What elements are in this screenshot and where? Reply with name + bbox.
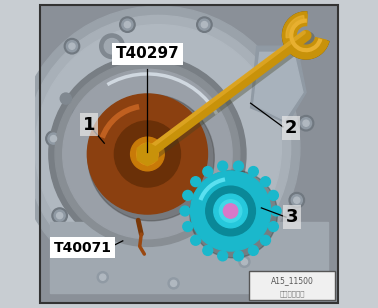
Circle shape <box>35 25 281 271</box>
Circle shape <box>197 17 212 32</box>
Circle shape <box>63 69 232 239</box>
Circle shape <box>166 276 181 291</box>
Circle shape <box>270 50 281 61</box>
Circle shape <box>60 93 71 104</box>
Circle shape <box>95 270 110 285</box>
Circle shape <box>168 278 179 289</box>
Circle shape <box>191 171 271 251</box>
Text: T40071: T40071 <box>54 241 112 255</box>
Circle shape <box>54 210 65 221</box>
Polygon shape <box>285 14 327 56</box>
Circle shape <box>203 245 213 255</box>
Circle shape <box>17 6 300 290</box>
Circle shape <box>97 272 108 283</box>
Text: 3: 3 <box>286 208 298 226</box>
FancyBboxPatch shape <box>249 271 335 300</box>
Circle shape <box>73 108 84 120</box>
Circle shape <box>180 206 190 216</box>
Circle shape <box>214 194 247 228</box>
Circle shape <box>55 62 240 246</box>
Circle shape <box>69 43 75 49</box>
Polygon shape <box>137 142 158 166</box>
Circle shape <box>131 137 164 171</box>
Circle shape <box>183 190 193 200</box>
Circle shape <box>223 204 238 218</box>
Circle shape <box>191 235 201 245</box>
Circle shape <box>201 22 208 28</box>
Circle shape <box>87 94 208 214</box>
Circle shape <box>234 251 243 261</box>
Circle shape <box>124 22 130 28</box>
Circle shape <box>142 148 153 160</box>
Circle shape <box>268 48 283 63</box>
Circle shape <box>136 143 158 165</box>
Circle shape <box>100 274 106 280</box>
Circle shape <box>104 38 120 54</box>
Circle shape <box>234 161 243 171</box>
Circle shape <box>239 256 250 267</box>
Circle shape <box>248 167 258 176</box>
Circle shape <box>26 15 291 280</box>
Circle shape <box>294 197 300 203</box>
Circle shape <box>271 206 281 216</box>
Circle shape <box>218 161 228 171</box>
Circle shape <box>46 131 61 146</box>
Circle shape <box>237 254 252 270</box>
Circle shape <box>88 95 214 221</box>
Circle shape <box>85 124 96 135</box>
Circle shape <box>190 170 277 258</box>
Text: A15_11500: A15_11500 <box>271 276 314 285</box>
Circle shape <box>260 177 270 187</box>
Circle shape <box>206 186 256 236</box>
Circle shape <box>57 213 63 219</box>
Polygon shape <box>50 222 328 293</box>
Circle shape <box>100 34 124 59</box>
Text: 2: 2 <box>284 119 297 137</box>
Circle shape <box>183 222 193 232</box>
Circle shape <box>268 190 278 200</box>
Circle shape <box>203 167 213 176</box>
Circle shape <box>219 200 242 222</box>
Circle shape <box>120 17 135 32</box>
Circle shape <box>301 118 311 129</box>
Circle shape <box>122 19 133 30</box>
Circle shape <box>67 41 77 52</box>
Circle shape <box>191 177 201 187</box>
Circle shape <box>199 19 210 30</box>
Circle shape <box>64 38 80 54</box>
Text: T40297: T40297 <box>116 47 179 61</box>
Circle shape <box>268 222 278 232</box>
Circle shape <box>170 280 177 286</box>
Polygon shape <box>41 6 337 302</box>
Text: 汽车技术论坛: 汽车技术论坛 <box>279 290 305 297</box>
Circle shape <box>49 55 246 253</box>
Circle shape <box>218 251 228 261</box>
Circle shape <box>298 116 314 131</box>
Circle shape <box>289 192 305 208</box>
Circle shape <box>52 208 67 223</box>
Circle shape <box>50 136 57 142</box>
Circle shape <box>248 245 258 255</box>
Circle shape <box>48 133 59 144</box>
Circle shape <box>291 195 302 206</box>
Polygon shape <box>251 46 306 123</box>
Circle shape <box>115 121 180 187</box>
Circle shape <box>260 235 270 245</box>
Text: 1: 1 <box>83 116 95 134</box>
Polygon shape <box>286 15 304 38</box>
Circle shape <box>272 52 278 59</box>
Circle shape <box>242 259 248 265</box>
Circle shape <box>303 120 309 126</box>
Polygon shape <box>254 52 303 120</box>
